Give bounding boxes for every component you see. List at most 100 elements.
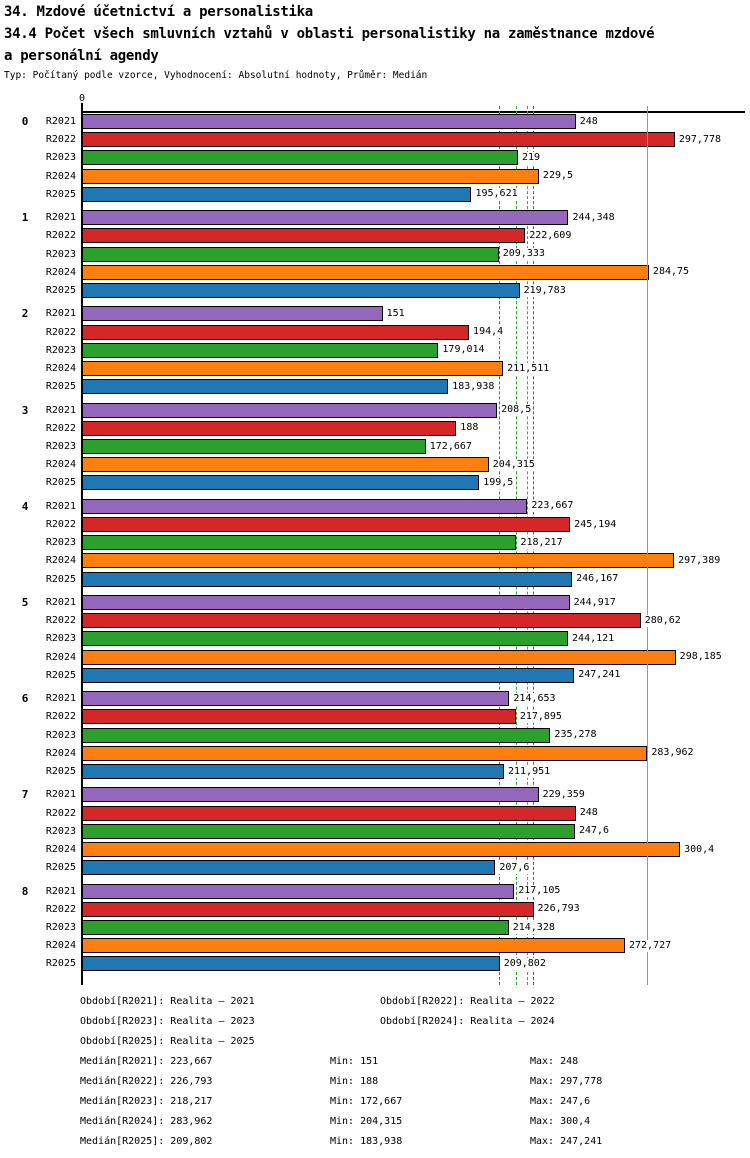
bar-value-label: 219,783 <box>522 284 567 297</box>
row-label-R2023: R2023 <box>45 248 76 260</box>
row-label-R2022: R2022 <box>45 422 76 434</box>
bar-R2021-group-1 <box>82 210 569 226</box>
stat-median-4: Medián[R2024]: 283,962 <box>80 1116 213 1127</box>
bar-value-label: 246,167 <box>575 573 620 586</box>
row-label-R2025: R2025 <box>45 958 76 970</box>
row-label-R2023: R2023 <box>45 152 76 164</box>
row-label-R2025: R2025 <box>45 573 76 585</box>
bar-R2024-group-1 <box>82 264 649 280</box>
x-axis-line <box>82 111 745 113</box>
legend-item-4: Období[R2024]: Realita – 2024 <box>380 1016 555 1027</box>
bar-value-label: 204,315 <box>491 458 536 471</box>
bar-R2025-group-6 <box>82 764 504 779</box>
row-label-R2023: R2023 <box>45 344 76 356</box>
row-label-R2024: R2024 <box>45 940 76 952</box>
stat-median-5: Medián[R2025]: 209,802 <box>80 1136 213 1147</box>
bar-R2022-group-7 <box>82 805 576 821</box>
bar-R2023-group-2 <box>82 342 439 358</box>
report-title-line3: a personální agendy <box>4 48 159 64</box>
bar-R2024-group-6 <box>82 745 648 761</box>
bar-R2024-group-7 <box>82 842 681 857</box>
group-label-1: 1 <box>21 211 29 225</box>
row-label-R2023: R2023 <box>45 825 76 837</box>
bar-R2021-group-6 <box>82 691 510 707</box>
row-label-R2024: R2024 <box>45 266 76 278</box>
bar-value-label: 218,217 <box>519 536 564 549</box>
bar-value-label: 235,278 <box>553 729 598 742</box>
row-label-R2023: R2023 <box>45 633 76 645</box>
bar-R2025-group-3 <box>82 475 480 491</box>
stat-min-1: Min: 151 <box>330 1056 379 1067</box>
bar-value-label: 214,328 <box>511 921 556 934</box>
bar-R2022-group-0 <box>82 132 675 148</box>
row-label-R2025: R2025 <box>45 669 76 681</box>
row-label-R2022: R2022 <box>45 326 76 338</box>
bar-value-label: 222,609 <box>528 229 573 242</box>
bar-value-label: 244,121 <box>571 632 616 645</box>
bar-value-label: 217,105 <box>517 885 562 898</box>
bar-value-label: 195,621 <box>474 188 519 201</box>
bar-R2021-group-4 <box>82 498 528 514</box>
stat-median-2: Medián[R2022]: 226,793 <box>80 1076 213 1087</box>
bar-R2024-group-0 <box>82 168 539 184</box>
bar-value-label: 229,5 <box>541 170 575 183</box>
bar-R2022-group-5 <box>82 613 641 629</box>
row-label-R2025: R2025 <box>45 285 76 296</box>
bar-R2022-group-3 <box>82 420 457 436</box>
bar-value-label: 248 <box>578 807 599 820</box>
stat-min-5: Min: 183,938 <box>330 1136 403 1147</box>
bar-R2021-group-2 <box>82 306 383 322</box>
bar-value-label: 244,348 <box>571 211 616 224</box>
group-label-6: 6 <box>21 692 29 706</box>
median-line-R2024 <box>646 106 648 985</box>
bar-value-label: 247,241 <box>577 669 622 682</box>
row-label-R2022: R2022 <box>45 519 76 530</box>
row-label-R2022: R2022 <box>45 230 76 242</box>
row-label-R2022: R2022 <box>45 711 76 723</box>
bar-R2023-group-6 <box>82 727 551 743</box>
bar-R2025-group-7 <box>82 860 496 876</box>
bar-R2023-group-1 <box>82 246 499 262</box>
row-label-R2021: R2021 <box>45 885 76 897</box>
group-label-8: 8 <box>21 884 29 898</box>
stat-max-2: Max: 297,778 <box>530 1076 603 1087</box>
bar-R2024-group-3 <box>82 457 489 473</box>
stat-max-4: Max: 300,4 <box>530 1116 591 1127</box>
bar-R2023-group-4 <box>82 535 517 551</box>
row-label-R2024: R2024 <box>45 844 76 855</box>
bar-R2025-group-1 <box>82 283 520 298</box>
stat-min-2: Min: 188 <box>330 1076 379 1087</box>
row-label-R2023: R2023 <box>45 922 76 933</box>
bar-value-label: 223,667 <box>530 500 575 513</box>
bar-value-label: 272,727 <box>627 939 673 952</box>
bar-R2025-group-8 <box>82 956 500 972</box>
bar-R2021-group-7 <box>82 787 539 803</box>
bar-R2021-group-5 <box>82 595 570 610</box>
group-label-3: 3 <box>21 403 29 417</box>
row-label-R2024: R2024 <box>45 170 76 182</box>
bar-R2023-group-3 <box>82 439 426 454</box>
bar-value-label: 217,895 <box>518 710 563 723</box>
bar-value-label: 300,4 <box>683 843 716 856</box>
bar-value-label: 209,802 <box>502 957 547 970</box>
bar-R2024-group-8 <box>82 938 625 954</box>
bar-R2023-group-5 <box>82 631 569 647</box>
bar-value-label: 247,6 <box>577 825 611 838</box>
bar-value-label: 244,917 <box>572 596 617 609</box>
legend-item-3: Období[R2023]: Realita – 2023 <box>80 1016 255 1027</box>
stat-median-3: Medián[R2023]: 218,217 <box>80 1096 213 1107</box>
group-label-4: 4 <box>21 499 29 513</box>
bar-value-label: 211,511 <box>506 362 551 375</box>
bar-value-label: 248 <box>578 115 599 128</box>
bar-value-label: 245,194 <box>573 518 618 531</box>
bar-value-label: 214,653 <box>512 692 557 705</box>
row-label-R2021: R2021 <box>45 693 76 705</box>
x-axis-tick-label-0: 0 <box>78 93 86 104</box>
bar-R2024-group-2 <box>82 361 504 376</box>
legend-item-1: Období[R2021]: Realita – 2021 <box>80 996 255 1007</box>
row-label-R2023: R2023 <box>45 537 76 549</box>
row-label-R2024: R2024 <box>45 555 76 567</box>
bar-R2022-group-6 <box>82 709 516 725</box>
